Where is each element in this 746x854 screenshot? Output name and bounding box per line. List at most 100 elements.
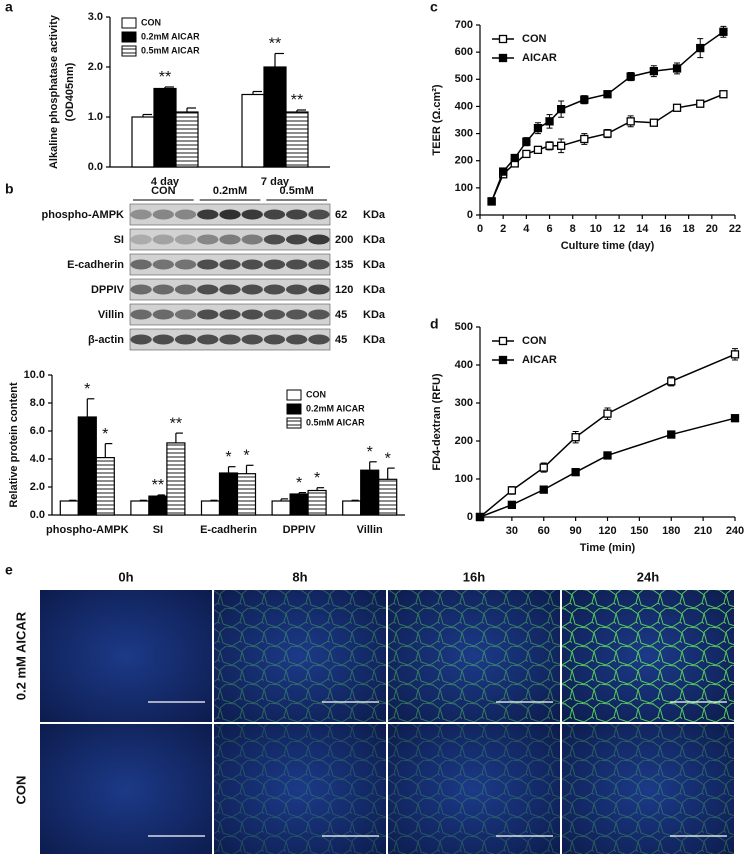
blot-band (174, 259, 197, 270)
x-tick-label: 2 (500, 223, 506, 235)
blot-band (308, 334, 330, 345)
legend-label: CON (141, 17, 161, 27)
y-tick-label: 500 (455, 321, 473, 333)
blot-band (174, 334, 197, 345)
x-tick-label: 6 (546, 223, 552, 235)
bar (241, 93, 265, 168)
x-tick-label: 16 (659, 223, 671, 235)
y-tick-label: 400 (455, 100, 473, 112)
blot-band (241, 309, 263, 320)
blot-band (308, 209, 330, 220)
blot-band (263, 234, 286, 245)
lane-group-label: 0.5mM (280, 185, 314, 197)
legend-label: CON (306, 389, 326, 399)
x-tick-label: 210 (694, 525, 712, 537)
blot-unit: KDa (363, 309, 386, 321)
marker (499, 167, 508, 176)
blot-band (263, 284, 286, 295)
y-tick-label: 700 (455, 19, 473, 31)
significance: * (385, 450, 391, 467)
y-axis-unit: (OD405nm) (64, 62, 76, 121)
blot-row-label: Villin (98, 309, 124, 321)
marker (475, 512, 485, 522)
marker (510, 153, 519, 163)
x-tick-label: 90 (570, 525, 582, 537)
blot-band (130, 209, 152, 220)
blot-band (263, 209, 286, 220)
marker (667, 377, 676, 386)
y-tick-label: 0.0 (30, 509, 45, 521)
blot-band (197, 209, 219, 220)
blot-size: 135 (335, 259, 353, 271)
panel-letter: a (5, 0, 13, 15)
column-label: 16h (463, 569, 485, 584)
marker (667, 430, 676, 439)
significance: ** (291, 92, 303, 109)
bar (307, 489, 327, 516)
y-tick-label: 0 (467, 511, 473, 523)
significance: * (84, 381, 90, 398)
blot-band (152, 209, 174, 220)
blot-band (219, 309, 241, 320)
y-tick-label: 8.0 (30, 397, 45, 409)
bar (131, 116, 155, 168)
x-tick-label: 240 (726, 525, 744, 537)
significance: * (102, 426, 108, 443)
marker (649, 66, 659, 76)
marker (719, 27, 728, 36)
blot-unit: KDa (363, 259, 386, 271)
y-tick-label: 100 (455, 182, 473, 194)
x-tick-label: 7 day (261, 176, 290, 188)
panel-letter: e (5, 562, 13, 578)
blot-band (263, 259, 286, 270)
blot-unit: KDa (363, 284, 386, 296)
x-tick-label: 10 (590, 223, 602, 235)
blot-band (130, 309, 152, 320)
x-tick-label: 8 (570, 223, 576, 235)
marker (626, 117, 635, 126)
blot-band (130, 259, 152, 270)
bar (271, 500, 291, 516)
marker (539, 485, 548, 494)
legend-swatch (286, 417, 302, 429)
line (490, 93, 724, 202)
blot-row-label: SI (114, 234, 124, 246)
blot-band (174, 209, 197, 220)
legend-marker (498, 34, 508, 44)
legend-label: 0.2mM AICAR (141, 31, 200, 41)
legend-label: 0.2mM AICAR (306, 403, 365, 413)
x-tick-label: 120 (598, 525, 616, 537)
blot-band (197, 334, 219, 345)
blot-row-label: phospho-AMPK (42, 209, 125, 221)
marker (603, 409, 612, 418)
marker (571, 433, 580, 442)
blot-row-label: β-actin (88, 334, 124, 346)
blot-unit: KDa (363, 234, 386, 246)
blot-unit: KDa (363, 209, 386, 221)
marker (730, 414, 740, 423)
blot-size: 200 (335, 234, 353, 246)
marker (507, 486, 517, 495)
marker (545, 117, 554, 126)
micrograph (40, 590, 212, 722)
y-tick-label: 0 (467, 209, 473, 221)
significance: * (225, 449, 231, 466)
y-tick-label: 10.0 (24, 369, 45, 381)
blot-band (174, 309, 197, 320)
blot-band (219, 284, 241, 295)
blot-band (308, 309, 330, 320)
x-tick-label: 20 (706, 223, 718, 235)
lane-group-label: CON (151, 185, 176, 197)
blot-band (219, 259, 241, 270)
legend-swatch (121, 45, 137, 57)
marker (649, 118, 659, 127)
legend-marker (498, 53, 508, 63)
blot-band (152, 309, 174, 320)
x-tick-label: DPPIV (283, 524, 317, 536)
blot-size: 45 (335, 334, 347, 346)
bar (95, 457, 115, 516)
x-tick-label: 30 (506, 525, 518, 537)
blot-size: 120 (335, 284, 353, 296)
y-tick-label: 300 (455, 397, 473, 409)
blot-band (241, 334, 263, 345)
